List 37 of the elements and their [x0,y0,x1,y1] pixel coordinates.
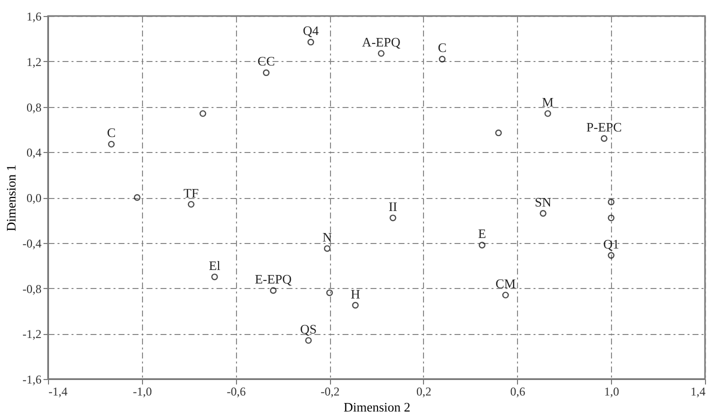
annotation: TF [184,185,199,200]
annotation: P-EPC [586,120,622,135]
annotation: Q1 [603,236,620,252]
annotation: QS [300,321,317,336]
y-tick-label: -0,8 [22,282,42,296]
x-axis-title: Dimension 2 [344,400,410,414]
y-tick-label: -1,6 [22,372,42,386]
y-tick-label: 0,0 [26,191,42,205]
annotation: Q4 [302,23,320,38]
y-tick-label: 1,2 [26,54,42,69]
annotation: C [438,40,447,56]
annotation: E-EPQ [254,272,292,287]
annotation: II [388,198,398,214]
annotation: A-EPQ [362,34,401,50]
x-tick-label: -0,6 [226,384,246,398]
annotation: CC [258,54,275,69]
y-axis-title: Dimension 1 [4,164,19,232]
annotation: CM [495,276,516,292]
annotation: M [542,94,554,110]
y-tick-label: 1,6 [26,10,42,24]
x-tick-label: 1,0 [604,384,620,398]
x-tick-label: -1,4 [48,384,68,398]
annotation: El [208,258,221,273]
x-tick-label: 0,6 [510,384,526,398]
x-tick-label: -0,2 [320,384,340,398]
y-tick-label: -0,4 [22,236,42,250]
x-tick-label: -1,0 [132,384,152,398]
annotation: H [350,286,360,302]
x-tick-label: 1,4 [690,384,706,398]
annotation: E [478,226,486,242]
annotation: C [107,125,116,140]
x-tick-label: 0,2 [416,384,432,398]
annotation: SN [534,194,552,210]
annotation: N [322,230,333,245]
y-tick-label: 0,4 [26,146,42,160]
y-tick-label: -1,2 [22,327,42,342]
y-tick-label: 0,8 [26,100,42,114]
